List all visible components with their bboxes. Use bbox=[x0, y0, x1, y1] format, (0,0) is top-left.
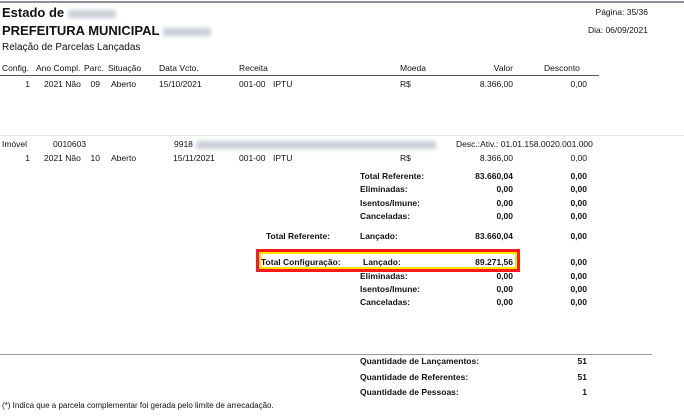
summary-discount: 0,00 bbox=[570, 171, 587, 181]
header-divider bbox=[0, 75, 599, 76]
cell: IPTU bbox=[273, 79, 293, 89]
cell: 001-00 bbox=[239, 79, 266, 89]
cell: 1 bbox=[25, 79, 30, 89]
summary-discount: 0,00 bbox=[570, 198, 587, 208]
summary-value: 0,00 bbox=[496, 297, 513, 307]
total-config-discount: 0,00 bbox=[570, 257, 587, 267]
lancado-label: Lançado: bbox=[360, 231, 398, 241]
summary-value: 0,00 bbox=[496, 184, 513, 194]
cell: R$ bbox=[400, 79, 411, 89]
quantity-value: 1 bbox=[582, 387, 587, 397]
cell: Aberto bbox=[111, 153, 137, 163]
cell: 2021 Não bbox=[44, 79, 81, 89]
summary-discount: 0,00 bbox=[570, 297, 587, 307]
desc-ativ: Desc.:Ativ.: 01.01.158.0020.001.000 bbox=[456, 139, 593, 149]
quantity-label: Quantidade de Lançamentos: bbox=[360, 356, 480, 366]
quantity-label: Quantidade de Pessoas: bbox=[360, 387, 459, 397]
state-prefix: Estado de bbox=[2, 5, 65, 20]
cell: IPTU bbox=[273, 153, 293, 163]
highlight-box bbox=[256, 249, 520, 272]
redacted-owner bbox=[196, 140, 436, 149]
col-desconto: Desconto bbox=[544, 63, 580, 73]
total-referente-label: Total Referente: bbox=[266, 231, 331, 241]
municipality-prefix: PREFEITURA MUNICIPAL bbox=[2, 23, 160, 38]
report-date: Dia: 06/09/2021 bbox=[587, 25, 648, 35]
total-config-label: Total Configuração: bbox=[261, 257, 341, 267]
summary-discount: 0,00 bbox=[570, 271, 587, 281]
summary-value: 0,00 bbox=[496, 284, 513, 294]
top-border bbox=[0, 1, 684, 3]
col-ano: Ano Compl. bbox=[36, 63, 81, 73]
summary-label: Isentos/Imune: bbox=[360, 284, 420, 294]
cell: 8.366,00 bbox=[479, 153, 513, 163]
col-receita: Receita bbox=[239, 63, 268, 73]
imovel-label: Imóvel bbox=[2, 139, 28, 149]
summary-label: Total Referente: bbox=[360, 171, 425, 181]
summary-value: 83.660,04 bbox=[475, 171, 513, 181]
owner-name bbox=[196, 139, 436, 150]
cell: 0,00 bbox=[570, 79, 587, 89]
state-title: Estado de bbox=[2, 5, 116, 20]
summary-value: 0,00 bbox=[496, 198, 513, 208]
col-parc: Parc. bbox=[84, 63, 104, 73]
total-referente-discount: 0,00 bbox=[570, 231, 587, 241]
total-referente-value: 83.660,04 bbox=[475, 231, 513, 241]
cell: 15/11/2021 bbox=[173, 153, 215, 163]
summary-label: Eliminadas: bbox=[360, 271, 408, 281]
owner-code: 9918 bbox=[174, 139, 193, 149]
municipality-title: PREFEITURA MUNICIPAL bbox=[2, 23, 211, 38]
cell: 2021 Não bbox=[44, 153, 81, 163]
summary-discount: 0,00 bbox=[570, 211, 587, 221]
summary-label: Eliminadas: bbox=[360, 184, 408, 194]
summary-value: 0,00 bbox=[496, 271, 513, 281]
cell: 0,00 bbox=[570, 153, 587, 163]
cell: R$ bbox=[400, 153, 411, 163]
cell: 001-00 bbox=[239, 153, 266, 163]
report-title: Relação de Parcelas Lançadas bbox=[2, 42, 141, 53]
cell: 15/10/2021 bbox=[159, 79, 202, 89]
cell: 1 bbox=[25, 153, 30, 163]
cell: 10 bbox=[90, 153, 100, 163]
redacted-state bbox=[67, 9, 116, 18]
section-divider bbox=[0, 135, 684, 136]
cell: Aberto bbox=[111, 79, 137, 89]
imovel-code: 0010603 bbox=[53, 139, 87, 149]
summary-label: Canceladas: bbox=[360, 211, 411, 221]
total-config-value: 89.271,56 bbox=[475, 257, 513, 267]
redacted-municipality bbox=[162, 27, 211, 36]
col-situacao: Situação bbox=[108, 63, 142, 73]
summary-value: 0,00 bbox=[496, 211, 513, 221]
cell: 8.366,00 bbox=[479, 79, 513, 89]
col-valor: Valor bbox=[493, 63, 513, 73]
summary-label: Canceladas: bbox=[360, 297, 411, 307]
cell: 09 bbox=[90, 79, 100, 89]
summary-discount: 0,00 bbox=[570, 184, 587, 194]
col-config: Config. bbox=[2, 63, 29, 73]
quantity-value: 51 bbox=[577, 372, 587, 382]
footnote: (*) Indica que a parcela complementar fo… bbox=[2, 401, 274, 410]
page-number: Página: 35/36 bbox=[595, 7, 648, 17]
quantity-value: 51 bbox=[577, 356, 587, 366]
col-data: Data Vcto. bbox=[159, 63, 199, 73]
summary-label: Isentos/Imune: bbox=[360, 198, 420, 208]
col-moeda: Moeda bbox=[400, 63, 426, 73]
quantity-label: Quantidade de Referentes: bbox=[360, 372, 469, 382]
footer-divider bbox=[0, 354, 652, 355]
summary-discount: 0,00 bbox=[570, 284, 587, 294]
lancado-label: Lançado: bbox=[363, 257, 401, 267]
